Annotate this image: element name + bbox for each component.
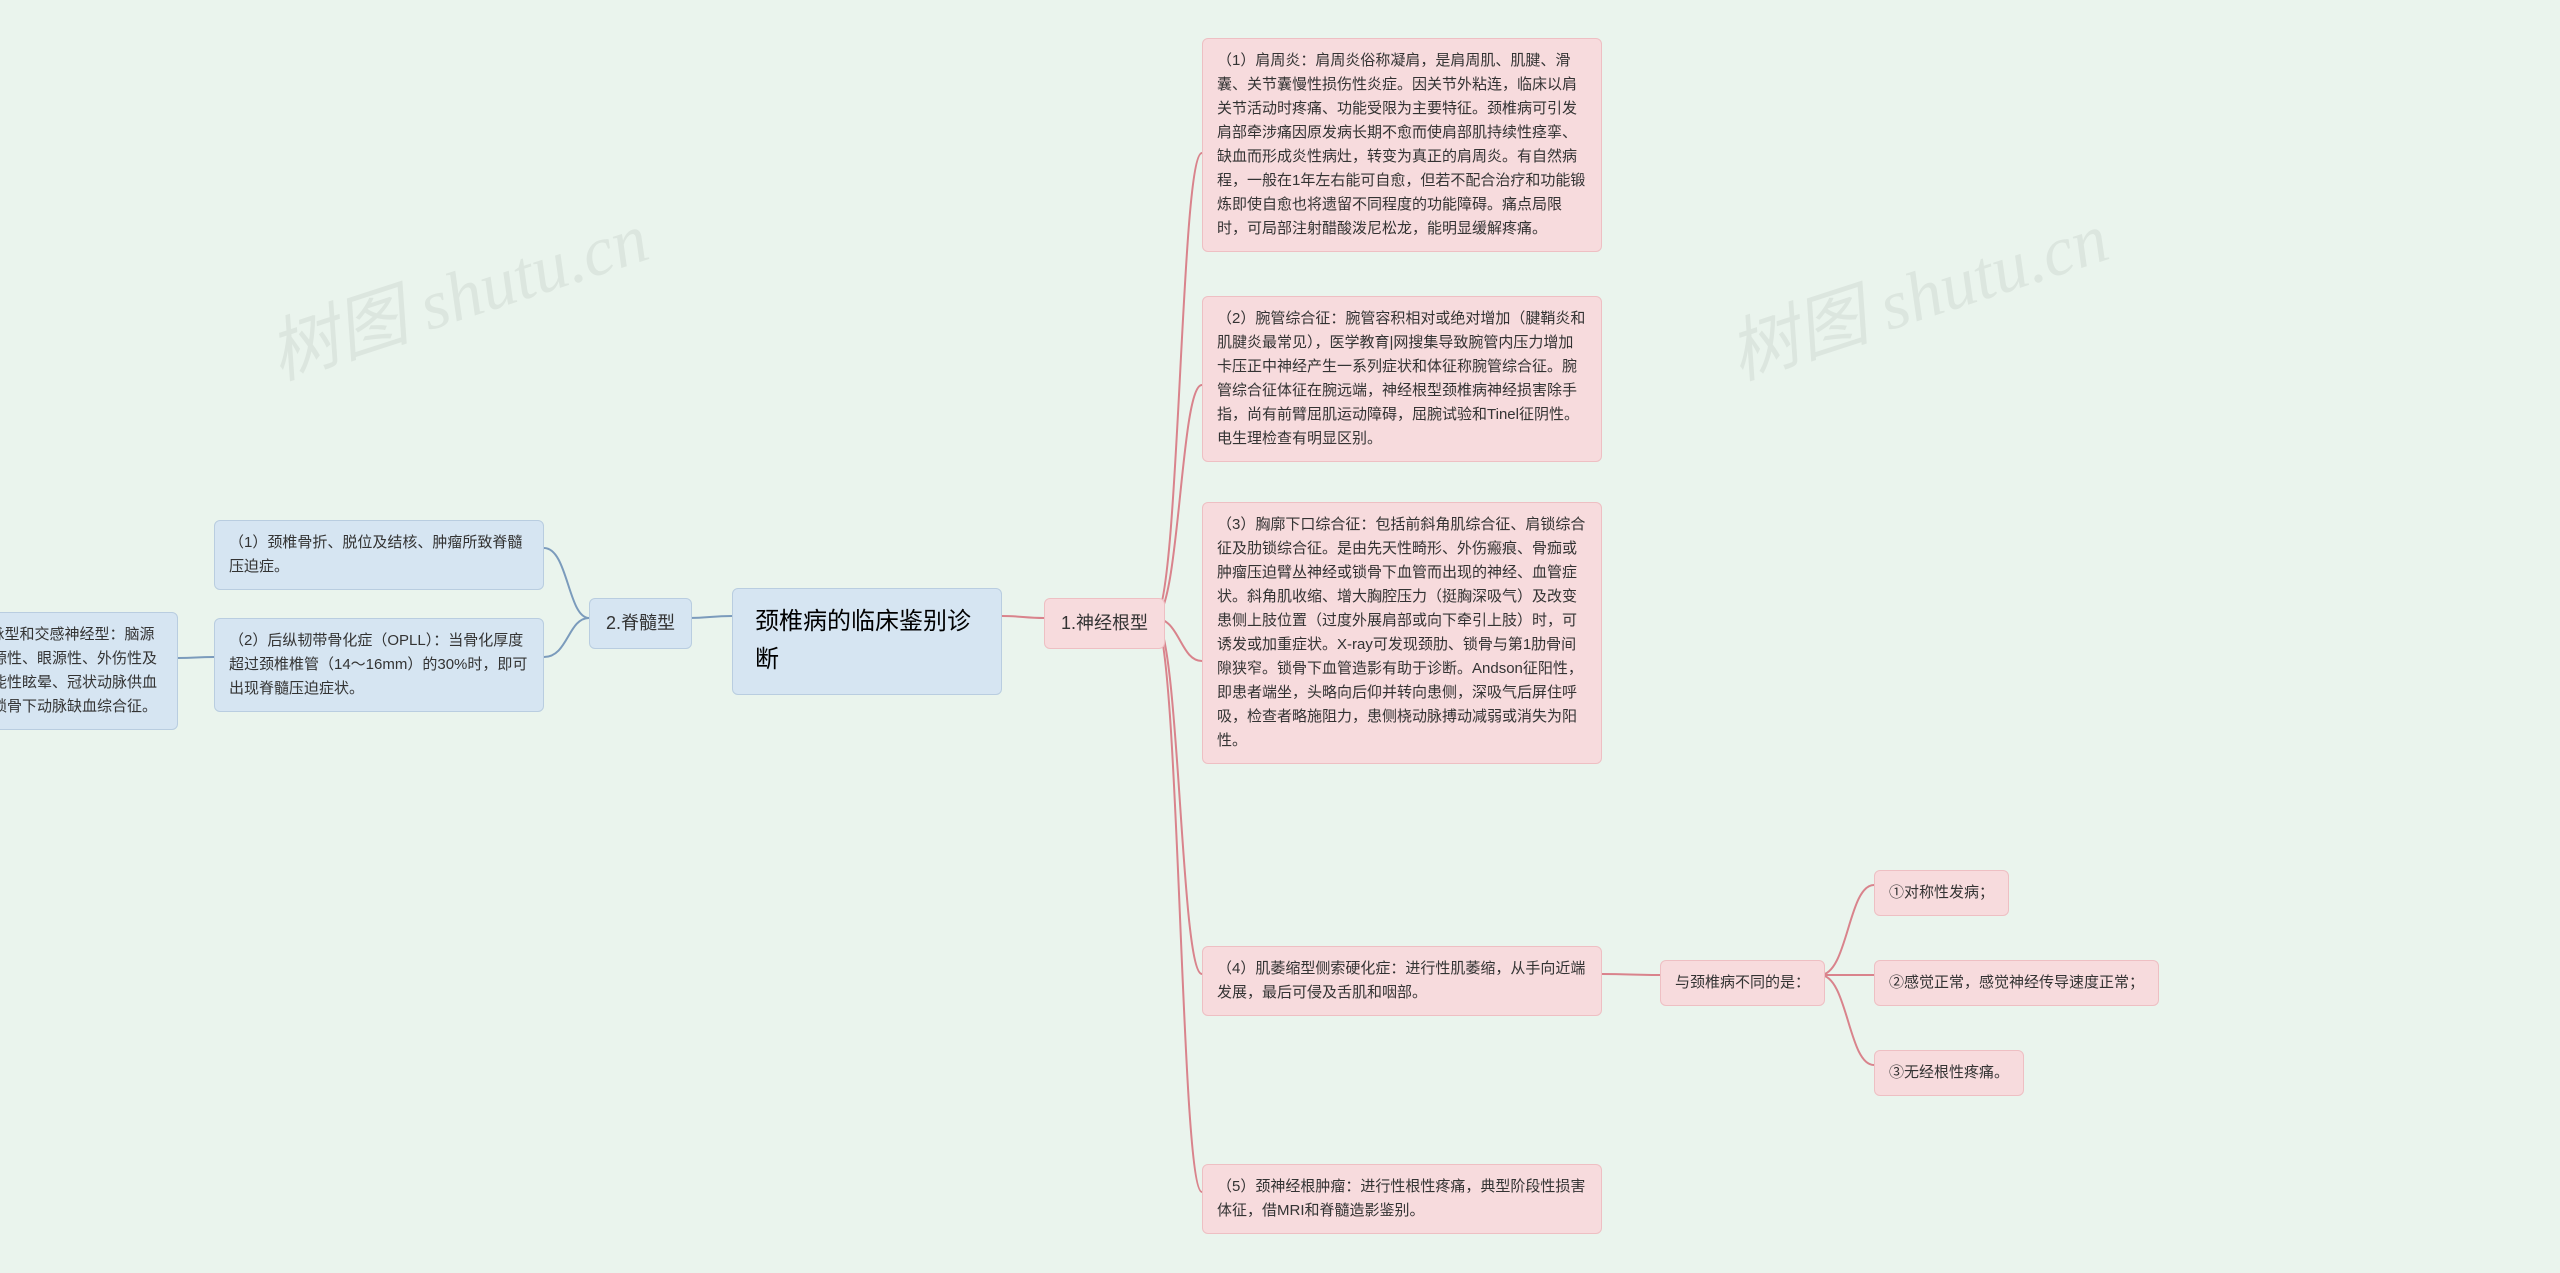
left-child-1-text: （1）颈椎骨折、脱位及结核、肿瘤所致脊髓压迫症。: [229, 531, 529, 579]
right-child-1-text: （1）肩周炎：肩周炎俗称凝肩，是肩周肌、肌腱、滑囊、关节囊慢性损伤性炎症。因关节…: [1217, 49, 1587, 241]
watermark: 树图 shutu.cn: [254, 182, 659, 399]
left-child-2-text: （2）后纵韧带骨化症（OPLL）：当骨化厚度超过颈椎椎管（14～16mm）的30…: [229, 629, 529, 701]
branch-right-title-label: 1.神经根型: [1061, 609, 1148, 638]
right-child-3-text: （3）胸廓下口综合征：包括前斜角肌综合征、肩锁综合征及肋锁综合征。是由先天性畸形…: [1217, 513, 1587, 753]
left-child-2-sub: 3.椎动脉型和交感神经型：脑源性、耳源性、眼源性、外伤性及神经官能性眩晕、冠状动…: [0, 612, 178, 730]
right-child-4-sub-2-text: ②感觉正常，感觉神经传导速度正常；: [1889, 971, 2144, 995]
right-child-3: （3）胸廓下口综合征：包括前斜角肌综合征、肩锁综合征及肋锁综合征。是由先天性畸形…: [1202, 502, 1602, 764]
right-child-2-text: （2）腕管综合征：腕管容积相对或绝对增加（腱鞘炎和肌腱炎最常见），医学教育|网搜…: [1217, 307, 1587, 451]
watermark: 树图 shutu.cn: [1714, 182, 2119, 399]
right-child-1: （1）肩周炎：肩周炎俗称凝肩，是肩周肌、肌腱、滑囊、关节囊慢性损伤性炎症。因关节…: [1202, 38, 1602, 252]
right-child-5-text: （5）颈神经根肿瘤：进行性根性疼痛，典型阶段性损害体征，借MRI和脊髓造影鉴别。: [1217, 1175, 1587, 1223]
right-child-4-note-text: 与颈椎病不同的是：: [1675, 971, 1810, 995]
left-child-2-sub-text: 3.椎动脉型和交感神经型：脑源性、耳源性、眼源性、外伤性及神经官能性眩晕、冠状动…: [0, 623, 163, 719]
root-node: 颈椎病的临床鉴别诊断: [732, 588, 1002, 695]
root-label: 颈椎病的临床鉴别诊断: [755, 603, 979, 680]
right-child-5: （5）颈神经根肿瘤：进行性根性疼痛，典型阶段性损害体征，借MRI和脊髓造影鉴别。: [1202, 1164, 1602, 1234]
left-child-2: （2）后纵韧带骨化症（OPLL）：当骨化厚度超过颈椎椎管（14～16mm）的30…: [214, 618, 544, 712]
branch-left-title: 2.脊髓型: [589, 598, 692, 649]
right-child-4-text: （4）肌萎缩型侧索硬化症：进行性肌萎缩，从手向近端发展，最后可侵及舌肌和咽部。: [1217, 957, 1587, 1005]
left-child-1: （1）颈椎骨折、脱位及结核、肿瘤所致脊髓压迫症。: [214, 520, 544, 590]
right-child-4-sub-3: ③无经根性疼痛。: [1874, 1050, 2024, 1096]
branch-right-title: 1.神经根型: [1044, 598, 1165, 649]
right-child-4: （4）肌萎缩型侧索硬化症：进行性肌萎缩，从手向近端发展，最后可侵及舌肌和咽部。: [1202, 946, 1602, 1016]
right-child-4-note: 与颈椎病不同的是：: [1660, 960, 1825, 1006]
right-child-4-sub-1-text: ①对称性发病；: [1889, 881, 1994, 905]
right-child-4-sub-2: ②感觉正常，感觉神经传导速度正常；: [1874, 960, 2159, 1006]
right-child-2: （2）腕管综合征：腕管容积相对或绝对增加（腱鞘炎和肌腱炎最常见），医学教育|网搜…: [1202, 296, 1602, 462]
branch-left-title-label: 2.脊髓型: [606, 609, 675, 638]
right-child-4-sub-1: ①对称性发病；: [1874, 870, 2009, 916]
right-child-4-sub-3-text: ③无经根性疼痛。: [1889, 1061, 2009, 1085]
